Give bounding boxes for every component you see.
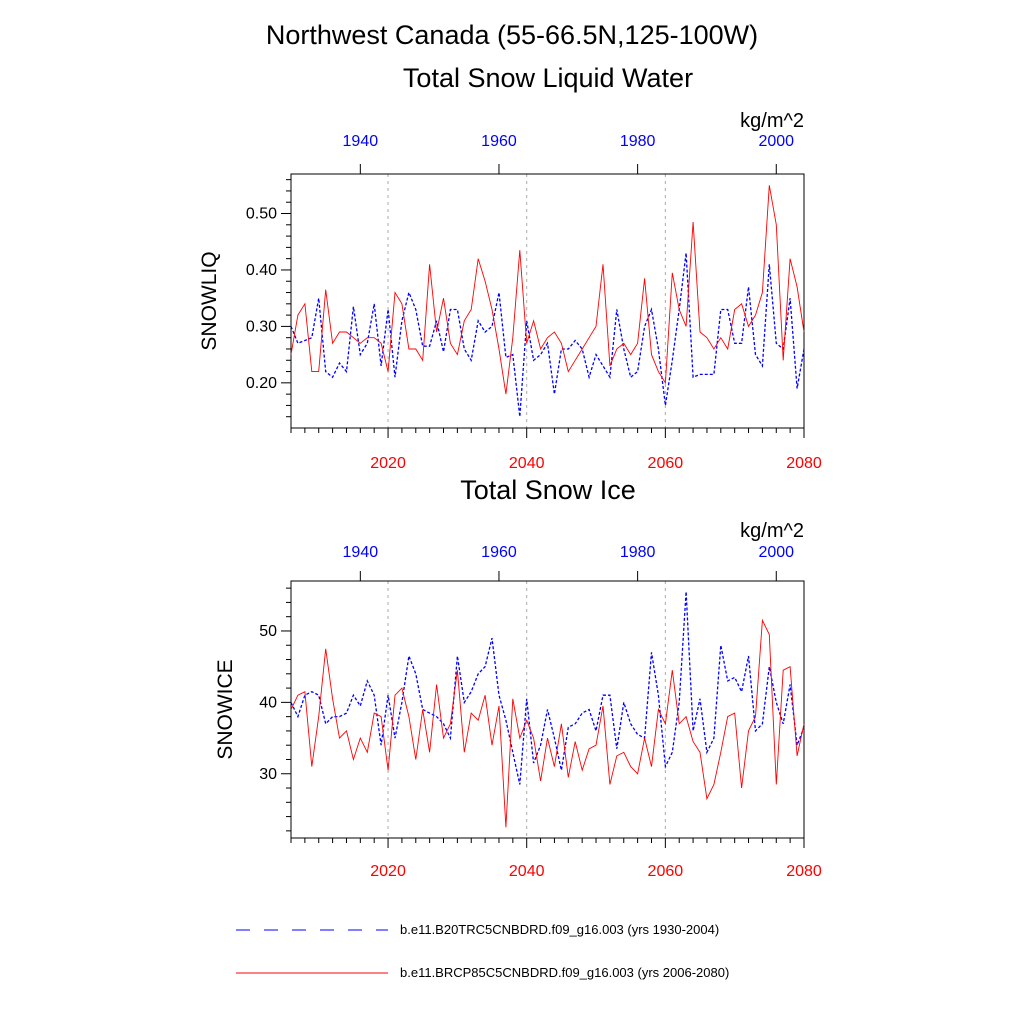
- chart-title: Total Snow Ice: [460, 475, 636, 505]
- x-bottom-tick-label: 2040: [509, 455, 545, 472]
- series-line-future: [290, 618, 805, 828]
- x-top-tick-label: 1980: [620, 544, 656, 561]
- y-tick-label: 0.30: [246, 318, 277, 335]
- y-tick-label: 0.20: [246, 375, 277, 392]
- series-line-historical: [290, 591, 805, 785]
- y-tick-label: 0.40: [246, 262, 277, 279]
- y-axis-label: SNOWLIQ: [198, 251, 221, 350]
- snowliq-panel: Total Snow Liquid Water kg/m^2 SNOWLIQ 0.20…: [198, 63, 822, 472]
- snowice-panel: Total Snow Ice kg/m^2 SNOWICE 30 40 50 2020 204…: [214, 475, 822, 880]
- x-bottom-tick-label: 2060: [648, 863, 684, 880]
- x-bottom-tick-label: 2040: [509, 863, 545, 880]
- chart-title: Total Snow Liquid Water: [403, 63, 693, 93]
- x-top-tick-label: 1960: [481, 133, 517, 150]
- units-label: kg/m^2: [740, 520, 804, 542]
- plot-frame: [290, 173, 805, 429]
- legend-label-historical: b.e11.B20TRC5CNBDRD.f09_g16.003 (yrs 193…: [400, 922, 719, 937]
- x-bottom-tick-label: 2020: [370, 455, 406, 472]
- x-bottom-tick-label: 2080: [786, 863, 822, 880]
- x-top-tick-label: 1940: [343, 544, 379, 561]
- series-line-future: [290, 185, 805, 395]
- y-tick-label: 0.50: [246, 206, 277, 223]
- x-bottom-tick-label: 2020: [370, 863, 406, 880]
- main-title: Northwest Canada (55-66.5N,125-100W): [266, 20, 758, 50]
- units-label: kg/m^2: [740, 110, 804, 132]
- legend: b.e11.B20TRC5CNBDRD.f09_g16.003 (yrs 193…: [236, 922, 729, 980]
- legend-label-future: b.e11.BRCP85C5CNBDRD.f09_g16.003 (yrs 20…: [400, 965, 729, 980]
- x-top-tick-label: 1940: [343, 133, 379, 150]
- y-axis-label: SNOWICE: [214, 659, 237, 759]
- x-bottom-tick-label: 2080: [786, 455, 822, 472]
- y-tick-label: 50: [259, 623, 277, 640]
- y-tick-label: 30: [259, 766, 277, 783]
- x-top-tick-label: 2000: [758, 133, 794, 150]
- series-line-historical: [290, 252, 805, 417]
- y-tick-label: 40: [259, 694, 277, 711]
- x-bottom-tick-label: 2060: [648, 455, 684, 472]
- x-top-tick-label: 1980: [620, 133, 656, 150]
- x-top-tick-label: 2000: [758, 544, 794, 561]
- x-top-tick-label: 1960: [481, 544, 517, 561]
